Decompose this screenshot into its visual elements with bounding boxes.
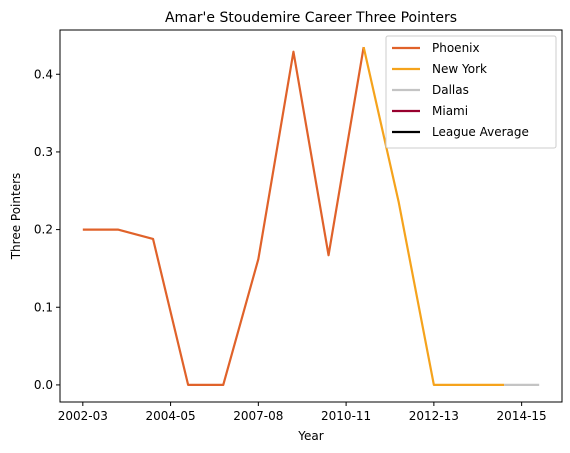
chart-title: Amar'e Stoudemire Career Three Pointers bbox=[165, 10, 457, 26]
x-tick-label: 2002-03 bbox=[58, 409, 108, 423]
x-tick-label: 2012-13 bbox=[409, 409, 459, 423]
y-tick-label: 0.2 bbox=[34, 223, 53, 237]
x-tick-label: 2010-11 bbox=[321, 409, 371, 423]
legend-box bbox=[385, 35, 557, 149]
y-tick-label: 0.1 bbox=[34, 300, 53, 314]
series-line-new-york bbox=[362, 46, 505, 387]
plot-frame bbox=[59, 29, 563, 403]
series-line-phoenix bbox=[82, 46, 365, 387]
legend-label-dallas: Dallas bbox=[432, 83, 469, 97]
legend-label-new-york: New York bbox=[432, 62, 487, 76]
x-tick-label: 2014-15 bbox=[497, 409, 547, 423]
legend-label-league-average: League Average bbox=[432, 125, 529, 139]
legend: Phoenix New York Dallas Miami League Average bbox=[385, 35, 557, 149]
legend-label-phoenix: Phoenix bbox=[432, 41, 480, 55]
y-tick-label: 0.4 bbox=[34, 67, 53, 81]
y-axis-label: Three Pointers bbox=[9, 173, 23, 261]
x-axis-label: Year bbox=[297, 429, 323, 443]
y-tick-label: 0.0 bbox=[34, 378, 53, 392]
x-tick-label: 2004-05 bbox=[146, 409, 196, 423]
plot-area: 0.0 0.1 0.2 0.3 0.4 2002-03 2004-05 2007-08 2010… bbox=[34, 29, 563, 423]
x-tick-label: 2007-08 bbox=[233, 409, 283, 423]
legend-label-miami: Miami bbox=[432, 104, 468, 118]
y-tick-label: 0.3 bbox=[34, 145, 53, 159]
